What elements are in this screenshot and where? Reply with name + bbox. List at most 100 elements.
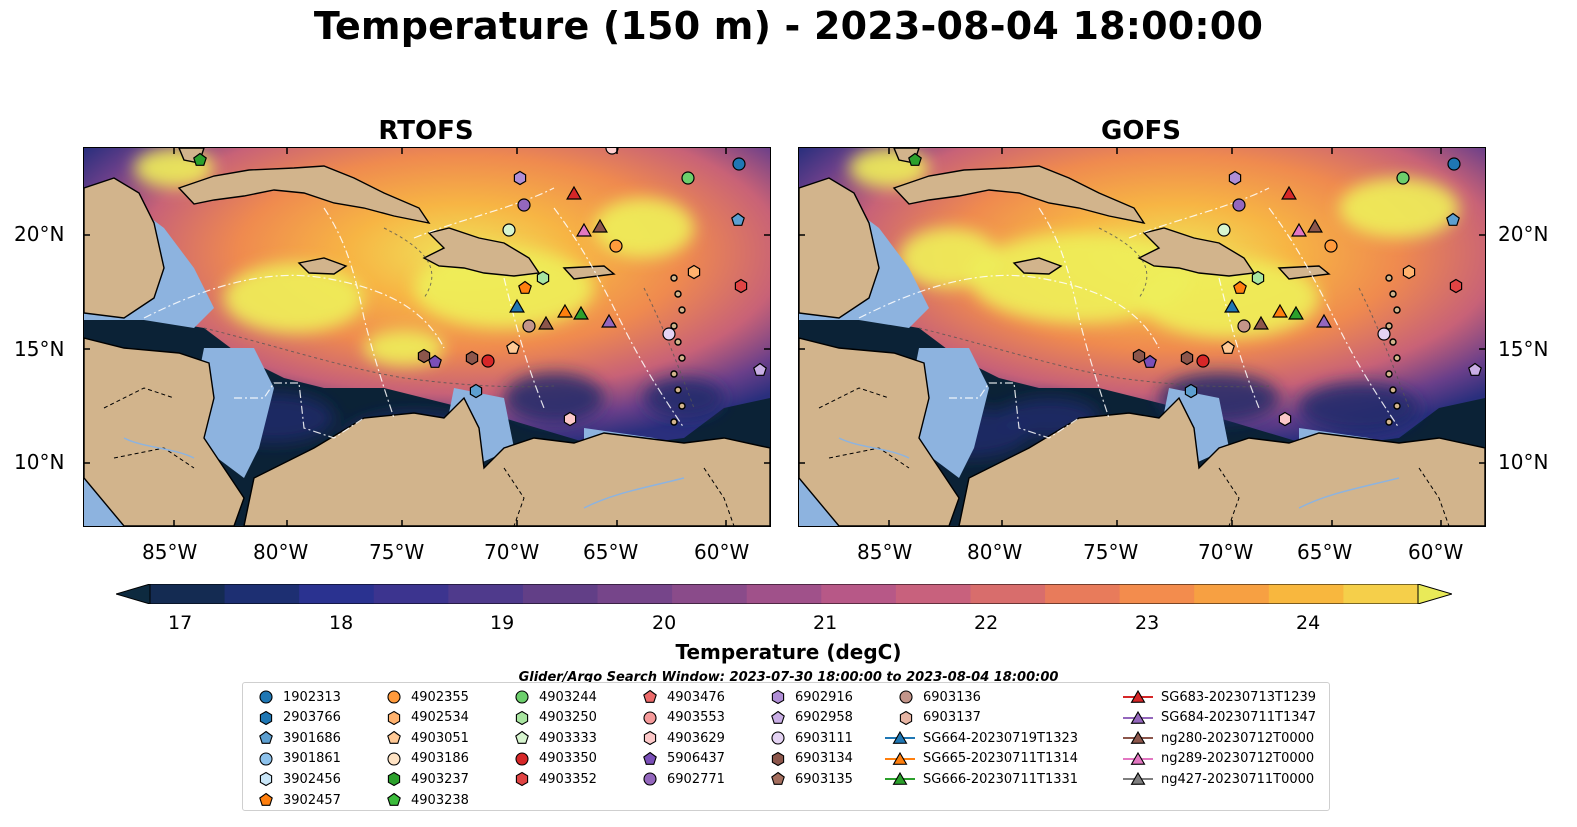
float-marker: [502, 223, 516, 237]
float-marker: [1324, 239, 1338, 253]
legend-item: SG665-20230711T1314: [885, 751, 1078, 767]
legend-item: 3901686: [257, 730, 341, 746]
lat-label-left: 15°N: [14, 337, 65, 361]
colorbar-segment: [895, 584, 971, 604]
legend-label: ng289-20230712T0000: [1161, 751, 1315, 767]
jamaica: [297, 257, 348, 275]
legend-marker-icon: [643, 689, 657, 703]
float-marker: [538, 315, 554, 330]
legend-marker-icon: [643, 751, 657, 765]
rivers: [838, 437, 1400, 509]
hispaniola: [1137, 227, 1256, 277]
colorbar-tick-label: 20: [652, 612, 677, 634]
lon-label-right: 75°W: [1083, 540, 1139, 564]
float-marker: [681, 171, 695, 185]
float-marker: [193, 152, 207, 166]
float-marker: [509, 298, 525, 313]
legend-label: 6902958: [795, 710, 853, 726]
float-marker: [734, 278, 748, 294]
legend-marker-icon: [387, 792, 401, 806]
legend-marker-icon: [387, 752, 401, 766]
legend-item: 4903250: [513, 710, 597, 726]
colorbar-segment: [1119, 584, 1195, 604]
legend-marker-icon: [515, 710, 529, 725]
legend-marker-icon: [259, 690, 273, 704]
float-marker: [732, 157, 746, 171]
colorbar-segment: [150, 584, 226, 604]
legend-label: 4903352: [539, 771, 597, 787]
legend-item: SG684-20230711T1347: [1123, 710, 1316, 726]
float-marker: [506, 340, 520, 354]
legend-label: 3902456: [283, 771, 341, 787]
panel-title-rtofs: RTOFS: [378, 116, 474, 146]
legend-label: 5906437: [667, 751, 725, 767]
float-marker: [522, 319, 536, 333]
bathymetry-contours: [203, 227, 695, 409]
colorbar-segment: [224, 584, 300, 604]
lon-label-right: 85°W: [857, 540, 913, 564]
float-marker: [1291, 222, 1307, 237]
cuba: [892, 165, 1146, 225]
float-marker: [536, 270, 550, 286]
legend-marker-icon: [771, 731, 785, 745]
warm-core-patches: [849, 148, 1459, 338]
central-america: [799, 337, 960, 526]
legend-label: SG664-20230719T1323: [923, 730, 1079, 746]
colorbar-tick-label: 17: [168, 612, 193, 634]
lon-label-left: 60°W: [694, 540, 750, 564]
float-marker: [1237, 319, 1251, 333]
legend-label: ng280-20230712T0000: [1161, 730, 1315, 746]
float-marker: [1221, 340, 1235, 354]
south-america: [243, 396, 770, 526]
float-markers: [193, 148, 767, 427]
float-marker: [481, 354, 495, 368]
legend-marker-icon: [1123, 751, 1153, 765]
legend-item: SG664-20230719T1323: [885, 730, 1078, 746]
legend-item: 6903137: [897, 710, 981, 726]
lat-label-right: 15°N: [1498, 337, 1549, 361]
float-marker: [592, 218, 608, 233]
legend-marker-icon: [259, 752, 273, 766]
legend-marker-icon: [259, 772, 273, 787]
colorbar-segment: [1194, 584, 1270, 604]
legend-marker-icon: [1123, 731, 1153, 745]
eez-boundaries: [143, 187, 685, 439]
legend-marker-icon: [387, 772, 401, 787]
south-america: [958, 396, 1485, 526]
float-marker: [1281, 185, 1297, 200]
float-marker: [1316, 313, 1332, 328]
figure-title: Temperature (150 m) - 2023-08-04 18:00:0…: [313, 4, 1264, 48]
legend-label: 4903051: [411, 730, 469, 746]
float-marker: [753, 362, 767, 376]
colorbar-segment: [821, 584, 897, 604]
legend-item: ng280-20230712T0000: [1123, 730, 1314, 746]
colorbar-segment: [299, 584, 375, 604]
search-window-text: Glider/Argo Search Window: 2023-07-30 18…: [518, 670, 1059, 685]
lat-label-right: 10°N: [1498, 450, 1549, 474]
colorbar-ticks: 17 18 19 20 21 22 23 24: [0, 612, 1577, 638]
legend-item: 4902355: [385, 689, 469, 705]
legend-item: 1902313: [257, 689, 341, 705]
legend-label: 4903553: [667, 710, 725, 726]
cuba: [177, 165, 431, 225]
legend-marker-icon: [387, 731, 401, 745]
legend: 1902313 2903766 3901686 3901861 3902456 39024…: [242, 682, 1330, 811]
legend-marker-icon: [771, 751, 785, 766]
legend-item: 4903237: [385, 771, 469, 787]
legend-label: 4902534: [411, 710, 469, 726]
float-marker: [1224, 298, 1240, 313]
float-marker: [465, 350, 479, 366]
float-marker: [1251, 270, 1265, 286]
legend-item: 4903333: [513, 730, 597, 746]
legend-marker-icon: [643, 711, 657, 725]
legend-label: 6903136: [923, 689, 981, 705]
float-marker: [601, 313, 617, 328]
legend-item: 4903238: [385, 792, 469, 808]
legend-marker-icon: [387, 690, 401, 704]
float-marker: [1217, 223, 1231, 237]
float-marker: [428, 354, 442, 368]
float-marker: [1253, 315, 1269, 330]
legend-marker-icon: [515, 690, 529, 704]
colorbar-tick-label: 18: [329, 612, 354, 634]
yucatan: [799, 177, 880, 319]
